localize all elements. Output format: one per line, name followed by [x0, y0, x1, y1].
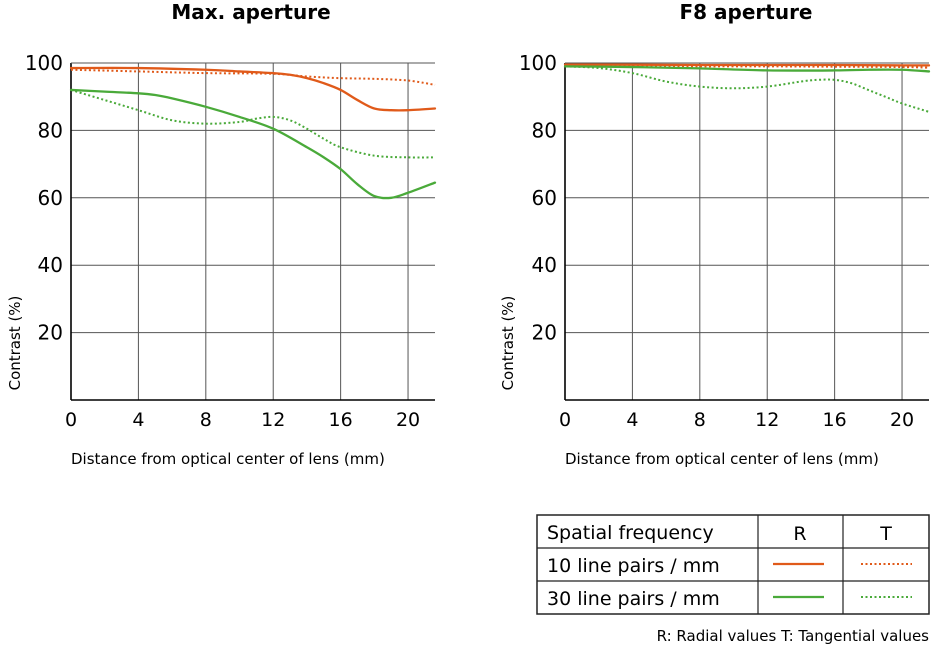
x-axis-label: Distance from optical center of lens (mm… — [565, 450, 879, 468]
series-line-10-line-pairs-mm-t — [70, 68, 436, 86]
legend-header: Spatial frequency — [547, 522, 714, 544]
y-tick-label: 40 — [38, 253, 63, 277]
legend-row-label: 30 line pairs / mm — [547, 588, 720, 610]
series-line-10-line-pairs-mm-r — [69, 66, 437, 112]
y-tick-label: 60 — [532, 186, 557, 210]
legend-col-tangential: T — [879, 523, 892, 545]
y-tick-label: 100 — [519, 51, 557, 75]
legend-row-label: 10 line pairs / mm — [547, 555, 720, 577]
legend-table: Spatial frequency R T 10 line pairs / mm… — [536, 514, 930, 615]
y-tick-label: 20 — [38, 321, 63, 345]
y-tick-label: 60 — [38, 186, 63, 210]
x-tick-label: 0 — [65, 409, 77, 431]
x-tick-label: 12 — [755, 409, 779, 431]
x-tick-label: 12 — [261, 409, 285, 431]
x-tick-label: 16 — [329, 409, 353, 431]
x-tick-label: 0 — [559, 409, 571, 431]
y-tick-label: 100 — [25, 51, 63, 75]
series-line-30-line-pairs-mm-r — [69, 88, 437, 200]
y-tick-label: 80 — [38, 118, 63, 142]
series-line-30-line-pairs-mm-r — [563, 65, 931, 73]
footnote: R: Radial values T: Tangential values — [657, 627, 930, 645]
x-tick-label: 20 — [396, 409, 420, 431]
x-tick-label: 4 — [626, 409, 638, 431]
y-axis-label: Contrast (%) — [6, 296, 24, 391]
chart-f8-aperture: F8 aperture 20 40 60 80 100 0 4 8 12 16 20 Distance … — [499, 0, 931, 468]
y-tick-label: 20 — [532, 321, 557, 345]
chart-title: Max. aperture — [171, 0, 330, 24]
y-axis-label: Contrast (%) — [499, 296, 517, 391]
x-tick-label: 4 — [132, 409, 144, 431]
chart-max-aperture: Max. aperture 20 40 60 80 100 0 4 8 12 16 20 Distanc… — [6, 0, 437, 468]
series-line-10-line-pairs-mm-r — [563, 63, 931, 67]
x-tick-label: 20 — [890, 409, 914, 431]
chart-title: F8 aperture — [679, 0, 812, 24]
x-tick-label: 8 — [200, 409, 212, 431]
x-tick-label: 16 — [823, 409, 847, 431]
legend-col-radial: R — [793, 523, 806, 545]
y-tick-label: 80 — [532, 118, 557, 142]
x-tick-label: 8 — [694, 409, 706, 431]
series-line-30-line-pairs-mm-t — [70, 89, 436, 159]
series-line-30-line-pairs-mm-t — [564, 65, 930, 113]
legend-border — [536, 514, 930, 615]
y-tick-label: 40 — [532, 253, 557, 277]
x-axis-label: Distance from optical center of lens (mm… — [71, 450, 385, 468]
